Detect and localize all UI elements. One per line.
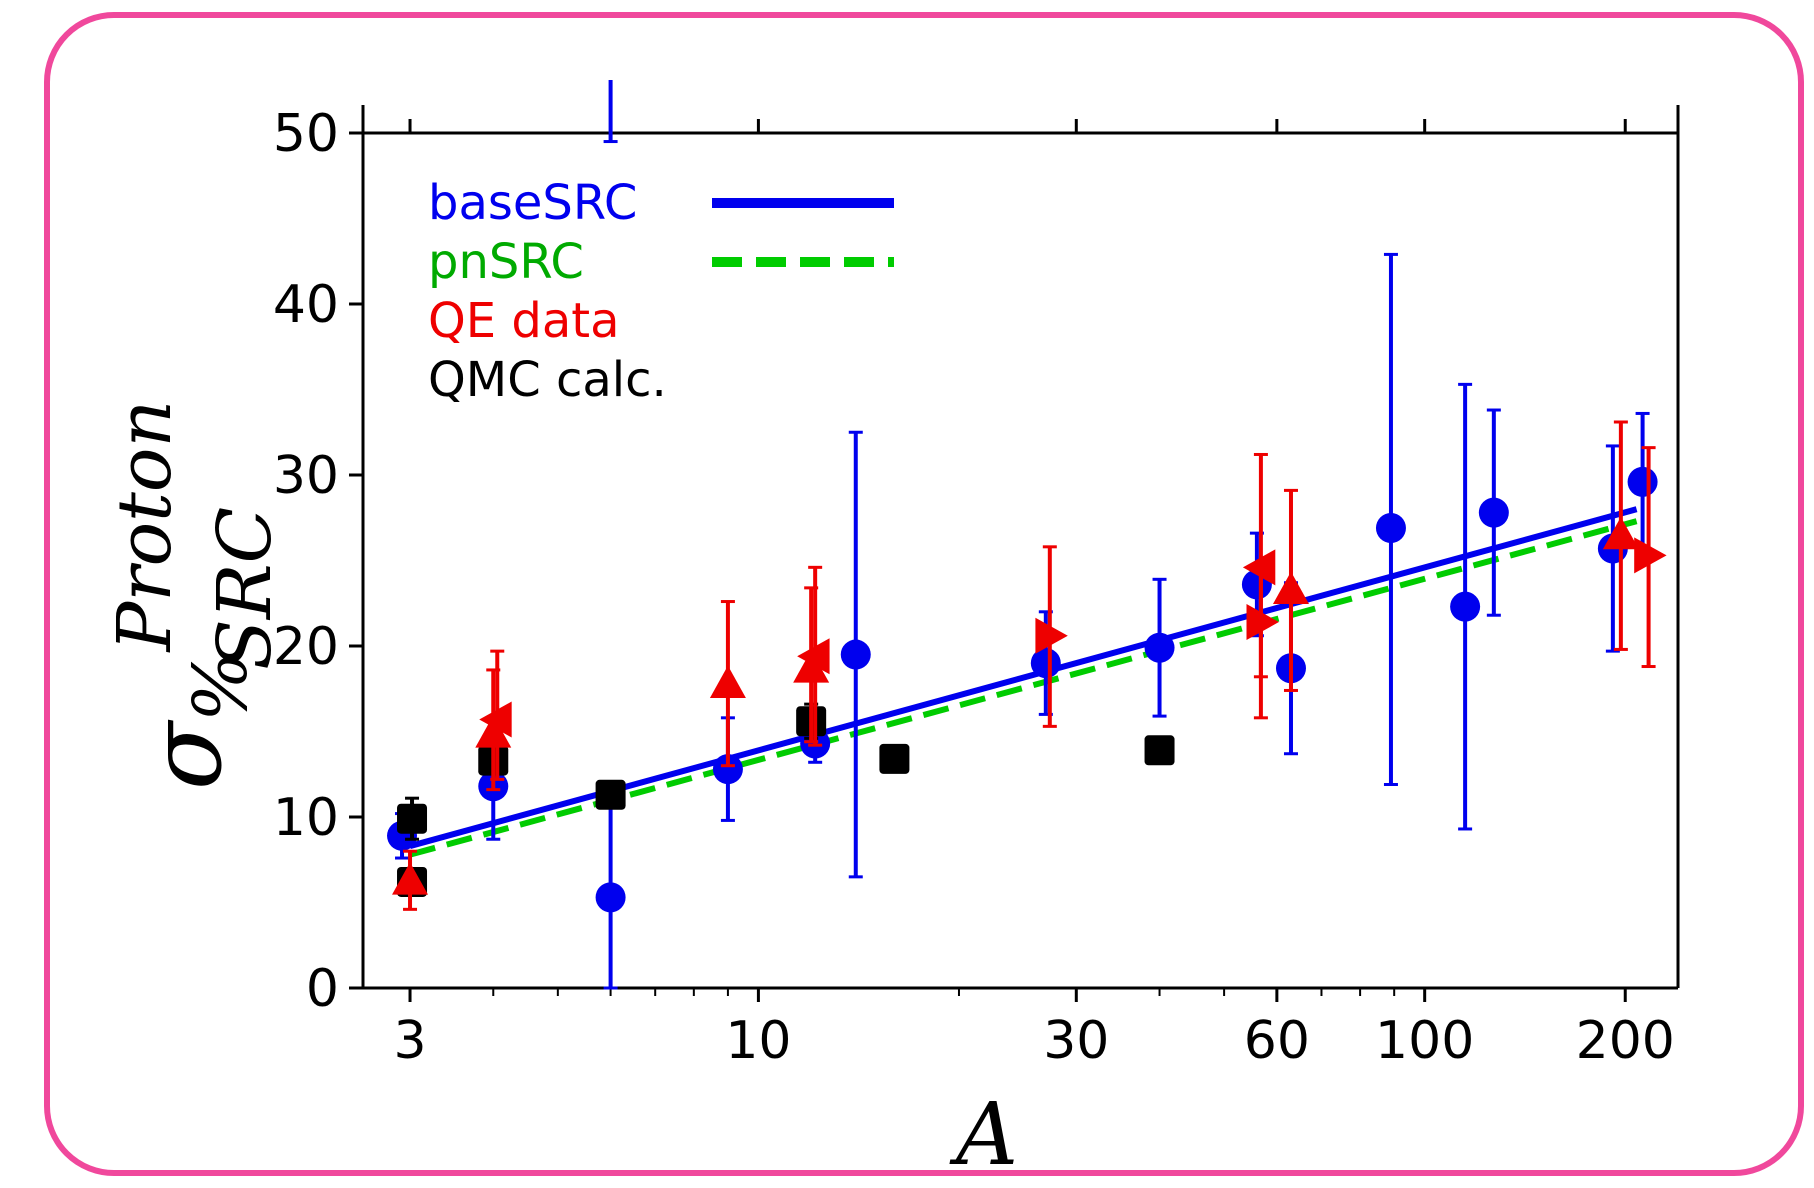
x-tick-label: 200 xyxy=(1576,1011,1675,1071)
x-tick-label: 30 xyxy=(1043,1011,1109,1071)
data-point-square xyxy=(1144,735,1175,766)
data-point-triangle-left xyxy=(797,638,830,675)
legend-label: QE data xyxy=(428,293,619,349)
chart-frame xyxy=(44,12,1804,1176)
y-tick-label: 10 xyxy=(273,788,339,848)
x-tick-label: 3 xyxy=(393,1011,426,1071)
x-axis-title: A xyxy=(949,1085,1018,1185)
data-point-triangle-up xyxy=(392,862,429,895)
x-tick-label: 100 xyxy=(1375,1011,1474,1071)
y-tick-label: 20 xyxy=(273,617,339,677)
y-axis-title-sup: Proton xyxy=(102,400,188,654)
data-point-circle xyxy=(1450,591,1481,622)
fit-lines xyxy=(409,506,1638,858)
data-point-triangle-up xyxy=(475,715,512,748)
data-point-triangle-right xyxy=(1035,617,1068,654)
data-point-triangle-up xyxy=(709,665,746,699)
data-point-triangle-up xyxy=(1602,516,1639,550)
y-axis-title-sub: SRC xyxy=(202,507,288,670)
data-point-circle xyxy=(1375,513,1406,544)
y-tick-label: 40 xyxy=(273,275,339,335)
data-point-circle xyxy=(840,639,871,670)
fit-line-pnSRC xyxy=(409,518,1638,858)
y-axis-title-main: σ xyxy=(127,719,244,790)
legend-label: pnSRC xyxy=(428,234,584,290)
x-tick-label: 60 xyxy=(1244,1011,1310,1071)
data-point-triangle-left xyxy=(479,701,512,738)
data-point-circle xyxy=(712,754,743,785)
y-axis-title-percent: % xyxy=(178,652,264,722)
data-point-square xyxy=(595,779,626,810)
data-point-circle xyxy=(595,882,626,913)
legend-label: baseSRC xyxy=(428,175,637,231)
data-point-square xyxy=(879,743,910,774)
data-point-square xyxy=(397,803,428,834)
fit-line-baseSRC xyxy=(409,506,1638,849)
y-tick-label: 30 xyxy=(273,446,339,506)
data-point-triangle-up xyxy=(1272,571,1309,604)
y-tick-label: 50 xyxy=(273,104,339,164)
data-point-circle xyxy=(1627,466,1658,497)
data-point-circle xyxy=(1478,497,1509,528)
data-point-triangle-right xyxy=(1634,537,1667,574)
legend-label: QMC calc. xyxy=(428,352,667,408)
data-point-circle xyxy=(1030,648,1061,679)
y-axis-title: σ%Proton SRC xyxy=(102,400,288,790)
data-point-triangle-up xyxy=(793,650,830,683)
x-tick-label: 10 xyxy=(725,1011,791,1071)
axes: 0 10 20 30 40 50 3 10 30 60 100 200 xyxy=(273,104,1680,1071)
y-tick-label: 0 xyxy=(306,959,339,1019)
data-point-triangle-left xyxy=(1242,549,1276,586)
data-points xyxy=(387,80,1667,990)
data-point-circle xyxy=(1144,632,1175,663)
